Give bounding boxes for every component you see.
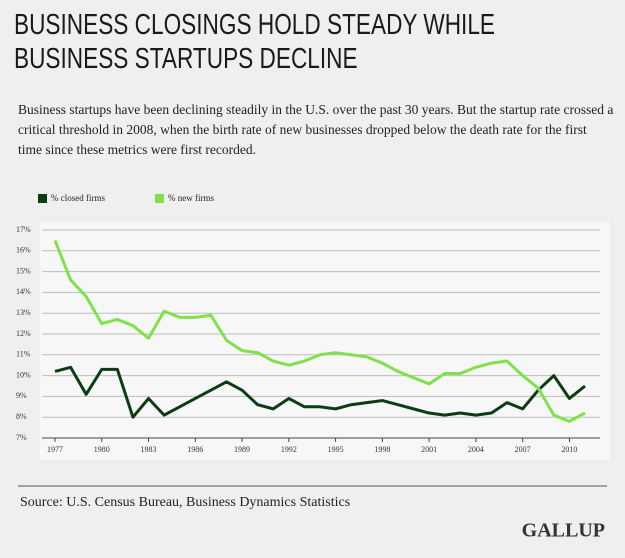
title-line: BUSINESS STARTUPS DECLINE [14, 43, 358, 75]
x-tick-label: 2010 [561, 445, 577, 454]
y-tick-label: 14% [16, 287, 31, 296]
y-tick-label: 16% [16, 246, 31, 255]
source: Source: U.S. Census Bureau, Business Dyn… [20, 495, 350, 510]
x-tick-label: 1989 [234, 445, 250, 454]
x-tick-label: 1992 [281, 445, 297, 454]
y-tick-label: 12% [16, 329, 31, 338]
y-tick-label: 13% [16, 308, 31, 317]
x-tick-label: 2001 [421, 445, 437, 454]
brand: GALLUP [522, 520, 605, 542]
x-tick-label: 1980 [94, 445, 110, 454]
legend-label: % closed firms [51, 193, 105, 203]
y-tick-label: 15% [16, 266, 31, 275]
y-tick-label: 11% [16, 350, 31, 359]
y-tick-label: 9% [16, 391, 27, 400]
chart-title: BUSINESS CLOSINGS HOLD STEADY WHILE BUSI… [14, 8, 495, 76]
x-tick-label: 1977 [47, 445, 63, 454]
x-tick-label: 1998 [374, 445, 390, 454]
series-line [53, 239, 586, 423]
y-tick-label: 17% [16, 225, 31, 234]
title-line: BUSINESS CLOSINGS HOLD STEADY WHILE [14, 9, 496, 41]
x-tick-label: 1986 [187, 445, 203, 454]
chart-subtitle: Business startups have been declining st… [18, 102, 614, 157]
plot-area [40, 222, 610, 460]
x-tick-label: 2004 [468, 445, 484, 454]
y-tick-label: 10% [16, 370, 31, 379]
x-tick-label: 1995 [328, 445, 344, 454]
series-line [54, 365, 586, 419]
legend-swatch [38, 194, 47, 203]
y-tick-label: 7% [16, 433, 27, 442]
legend-label: % new firms [168, 193, 214, 203]
x-tick-label: 2007 [515, 445, 531, 454]
x-tick-label: 1983 [141, 445, 157, 454]
y-tick-label: 8% [16, 412, 27, 421]
legend-swatch [155, 194, 164, 203]
